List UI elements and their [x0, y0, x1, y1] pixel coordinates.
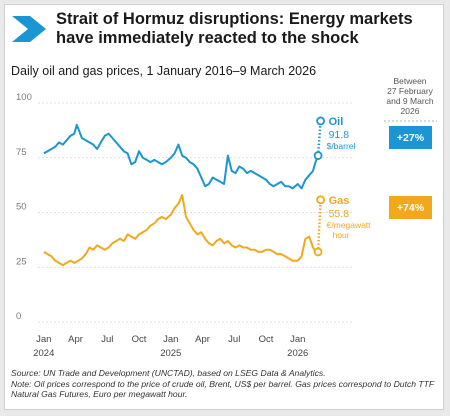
change-badge-text: +27% — [397, 132, 425, 144]
chart-subtitle: Daily oil and gas prices, 1 January 2016… — [11, 64, 317, 78]
y-tick-label: 75 — [16, 147, 27, 158]
y-tick-label: 25 — [16, 256, 27, 267]
chart-title: Strait of Hormuz disruptions: Energy mar… — [56, 10, 413, 47]
series-line-gas — [43, 194, 319, 267]
change-badge-gas — [389, 196, 432, 219]
x-tick-label: Jan — [163, 334, 178, 345]
x-tick-label: Jan — [36, 334, 51, 345]
series-name-label: Gas — [329, 195, 350, 207]
y-tick-label: 0 — [16, 311, 21, 322]
series-name-label: Oil — [329, 116, 344, 128]
series-point-last — [316, 116, 326, 126]
source-note: Source: UN Trade and Development (UNCTAD… — [11, 368, 436, 379]
source-text: Source: UN Trade and Development (UNCTAD… — [11, 368, 326, 378]
y-tick-label: 100 — [16, 92, 32, 103]
x-tick-label: Apr — [68, 334, 83, 345]
series-unit-label-2: hour — [333, 230, 350, 240]
x-tick-label: Apr — [195, 334, 210, 345]
series-unit-label: $/barrel — [327, 141, 356, 151]
series-point-before — [313, 151, 323, 160]
x-tick-label: Jul — [101, 334, 113, 345]
change-period-note: 2026 — [401, 106, 420, 116]
y-tick-label: 50 — [16, 202, 27, 213]
change-period-note: 27 February — [387, 86, 434, 96]
series-point-last — [316, 195, 326, 205]
x-tick-year-label: 2024 — [33, 348, 54, 359]
change-badge-oil — [389, 126, 432, 149]
x-tick-label: Oct — [132, 334, 147, 345]
x-tick-label: Jul — [228, 334, 240, 345]
x-tick-year-label: 2025 — [160, 348, 181, 359]
x-tick-label: Jan — [290, 334, 305, 345]
footer: Source: UN Trade and Development (UNCTAD… — [11, 368, 436, 400]
note-text: Note: Oil prices correspond to the price… — [11, 378, 435, 400]
change-period-note: and 9 March — [386, 96, 434, 106]
methodology-note: Note: Oil prices correspond to the price… — [11, 379, 436, 400]
series-line-oil — [43, 123, 320, 190]
series-jump-oil — [316, 120, 322, 156]
series-value-label: 55.8 — [329, 208, 350, 220]
figure-frame — [4, 4, 444, 410]
chevron-right-icon — [12, 16, 46, 42]
x-tick-year-label: 2026 — [287, 348, 308, 359]
change-period-note: Between — [393, 76, 426, 86]
series-jump-gas — [316, 199, 322, 252]
change-badge-text: +74% — [397, 202, 425, 214]
series-unit-label: €/megawatt — [327, 220, 372, 230]
series-point-before — [313, 247, 323, 257]
x-tick-label: Oct — [259, 334, 274, 345]
series-value-label: 91.8 — [329, 129, 350, 141]
